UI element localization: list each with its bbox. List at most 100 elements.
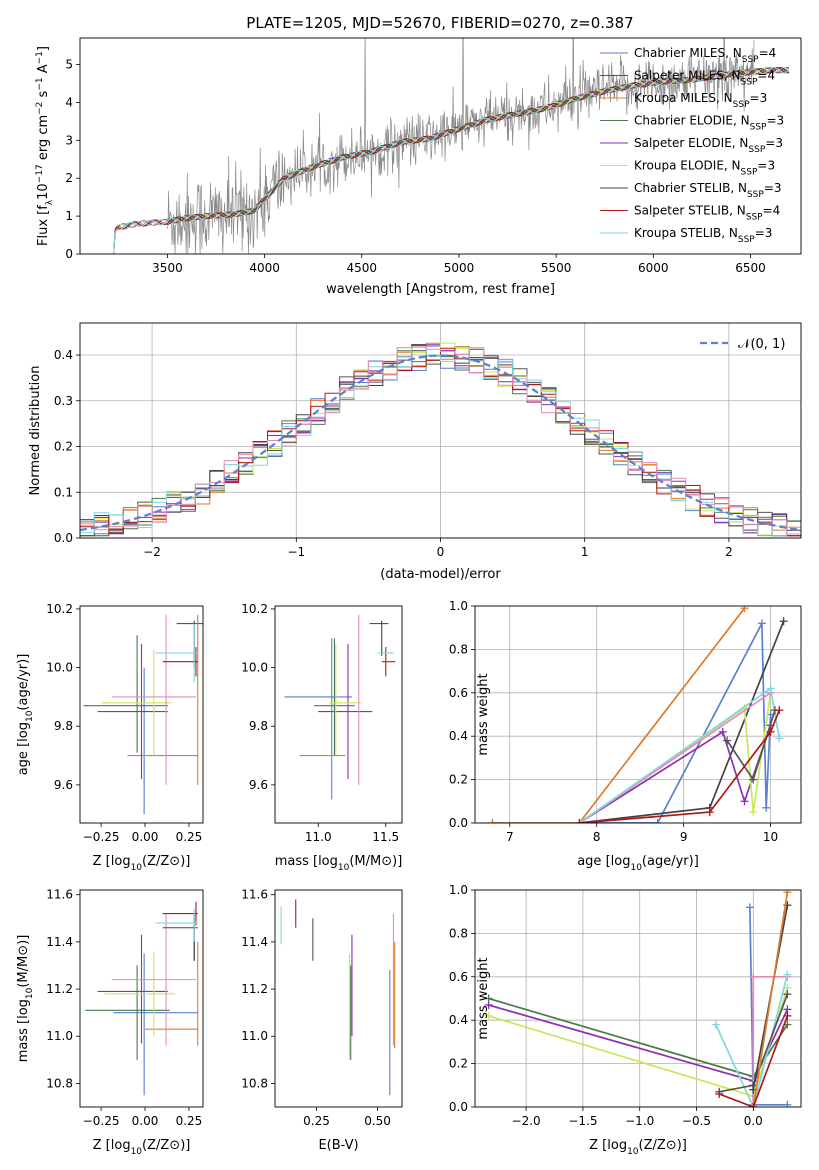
- label-part: erg cm: [36, 115, 51, 164]
- legend-entry: Salpeter MILES, NSSP=4: [634, 69, 775, 88]
- label-part: s: [36, 90, 51, 101]
- y-tick-label: 10.0: [241, 661, 268, 675]
- y-tick-label: 0.6: [449, 686, 468, 700]
- legend-sub: SSP: [733, 100, 750, 110]
- y-tick-label: 10.2: [46, 602, 73, 616]
- label-part: )]: [677, 1138, 687, 1153]
- plot-area: [80, 342, 801, 537]
- legend-tail: =3: [757, 159, 775, 173]
- label-part: Z [log: [589, 1138, 627, 1153]
- legend-sub: SSP: [741, 78, 758, 88]
- age-vs-mass-panel: 11.0 11.5 9.6 9.8 10.0 10.2 mass [log10(M/M⊙)]: [241, 602, 403, 873]
- axes-frame: [79, 37, 802, 255]
- x-tick-label: −1: [287, 545, 305, 559]
- label-part: (age/yr)]: [642, 854, 699, 869]
- label-part: (Z/Z: [142, 1138, 169, 1153]
- mass-weight-series: [492, 607, 746, 823]
- legend-label: Chabrier ELODIE, N: [634, 114, 750, 128]
- x-tick-label: 5500: [541, 261, 572, 275]
- model-spectrum: [109, 67, 790, 254]
- y-axis-label: Flux [fλ10−17 erg cm−2 s−1 A−1]: [35, 46, 55, 246]
- x-axis-label: wavelength [Angstrom, rest frame]: [326, 282, 555, 297]
- label-part: ⊙: [381, 854, 392, 869]
- legend-label: Chabrier MILES, N: [634, 46, 742, 60]
- x-tick-label: 10: [763, 830, 778, 844]
- legend-tail: =3: [766, 114, 784, 128]
- y-tick-label: 0.4: [449, 1013, 468, 1027]
- label-part: )]: [180, 854, 190, 869]
- label-part: 10: [627, 1147, 639, 1157]
- label-part: ]: [36, 46, 51, 51]
- x-tick-label: 8: [593, 830, 601, 844]
- axes-frame: [79, 605, 204, 824]
- legend-entry: Kroupa STELIB, NSSP=3: [634, 226, 772, 245]
- label-part: 10: [25, 710, 35, 722]
- label-part: (Z/Z: [639, 1138, 666, 1153]
- x-axis-label: Z [log10(Z/Z⊙)]: [93, 1138, 191, 1157]
- axes-frame: [274, 605, 403, 824]
- legend-sub: SSP: [741, 168, 758, 178]
- label-part: 10: [36, 183, 51, 200]
- x-tick-label: 4500: [347, 261, 378, 275]
- x-tick-label: 2: [725, 545, 733, 559]
- x-tick-label: 3500: [152, 261, 183, 275]
- x-tick-label: 11.0: [305, 830, 332, 844]
- label-part: ⊙: [666, 1138, 677, 1153]
- label-part: Flux [f: [36, 205, 51, 246]
- x-tick-label: 7: [506, 830, 514, 844]
- y-tick-label: 9.6: [54, 778, 73, 792]
- legend-sub: SSP: [742, 55, 759, 65]
- y-tick-label: 0.6: [449, 970, 468, 984]
- y-axis-label: mass weight: [476, 673, 491, 755]
- legend-sub: SSP: [750, 123, 767, 133]
- x-tick-label: −2: [143, 545, 161, 559]
- x-tick-label: −0.25: [83, 830, 120, 844]
- legend-tail: =3: [765, 136, 783, 150]
- y-axis-label: age [log10(age/yr)]: [16, 654, 35, 776]
- x-tick-label: −0.5: [682, 1114, 711, 1128]
- model-spectrum: [109, 67, 790, 254]
- legend-sub: SSP: [747, 190, 764, 200]
- legend-entry: Salpeter STELIB, NSSP=4: [634, 204, 780, 223]
- axes-frame: [274, 889, 403, 1108]
- y-tick-label: 3: [65, 133, 73, 147]
- label-part: mass [log: [16, 999, 31, 1062]
- x-tick-label: −1.0: [625, 1114, 654, 1128]
- y-tick-label: 0.4: [54, 348, 73, 362]
- y-tick-label: 11.0: [241, 1029, 268, 1043]
- legend-label: Kroupa MILES, N: [634, 91, 733, 105]
- legend-tail: =3: [755, 226, 773, 240]
- plot-area: [284, 614, 396, 800]
- legend-label: Kroupa ELODIE, N: [634, 159, 741, 173]
- y-tick-label: 4: [65, 95, 73, 109]
- mass-weight-series: [715, 974, 789, 1107]
- y-tick-label: 10.8: [46, 1076, 73, 1090]
- y-tick-label: 10.0: [46, 661, 73, 675]
- mass-weight-vs-metallicity-panel: −2.0 −1.5 −1.0 −0.5 0.0 0.0 0.2 0.4 0.6 0.8 1.0 Z […: [449, 883, 802, 1157]
- mass-weight-series: [718, 1015, 789, 1107]
- y-axis-label: mass [log10(M/M⊙)]: [16, 935, 35, 1063]
- y-tick-label: 0.8: [449, 642, 468, 656]
- y-tick-label: 0.0: [54, 531, 73, 545]
- legend-label: Salpeter ELODIE, N: [634, 136, 748, 150]
- y-tick-label: 0.8: [449, 926, 468, 940]
- y-tick-label: 0.1: [54, 485, 73, 499]
- label-part: 10: [25, 987, 35, 999]
- x-axis-label: mass [log10(M/M⊙)]: [275, 854, 403, 873]
- legend-tail: =4: [757, 69, 775, 83]
- legend-tail: =4: [759, 46, 777, 60]
- x-tick-label: 0.00: [132, 830, 159, 844]
- x-tick-label: 0.0: [744, 1114, 763, 1128]
- x-tick-label: −1.5: [568, 1114, 597, 1128]
- x-axis-label: Z [log10(Z/Z⊙)]: [93, 854, 191, 873]
- x-axis-label: Z [log10(Z/Z⊙)]: [589, 1138, 687, 1157]
- spectrum-panel: 3500 4000 4500 5000 5500 6000 6500 0 1 2 3 4 5 wavele…: [35, 37, 802, 297]
- label-part: λ: [45, 199, 55, 205]
- y-tick-label: 1: [65, 209, 73, 223]
- histogram-series: [80, 346, 801, 535]
- label-part: (M/M: [16, 956, 31, 988]
- axes-frame: [474, 889, 802, 1108]
- x-tick-label: 0.25: [303, 1114, 330, 1128]
